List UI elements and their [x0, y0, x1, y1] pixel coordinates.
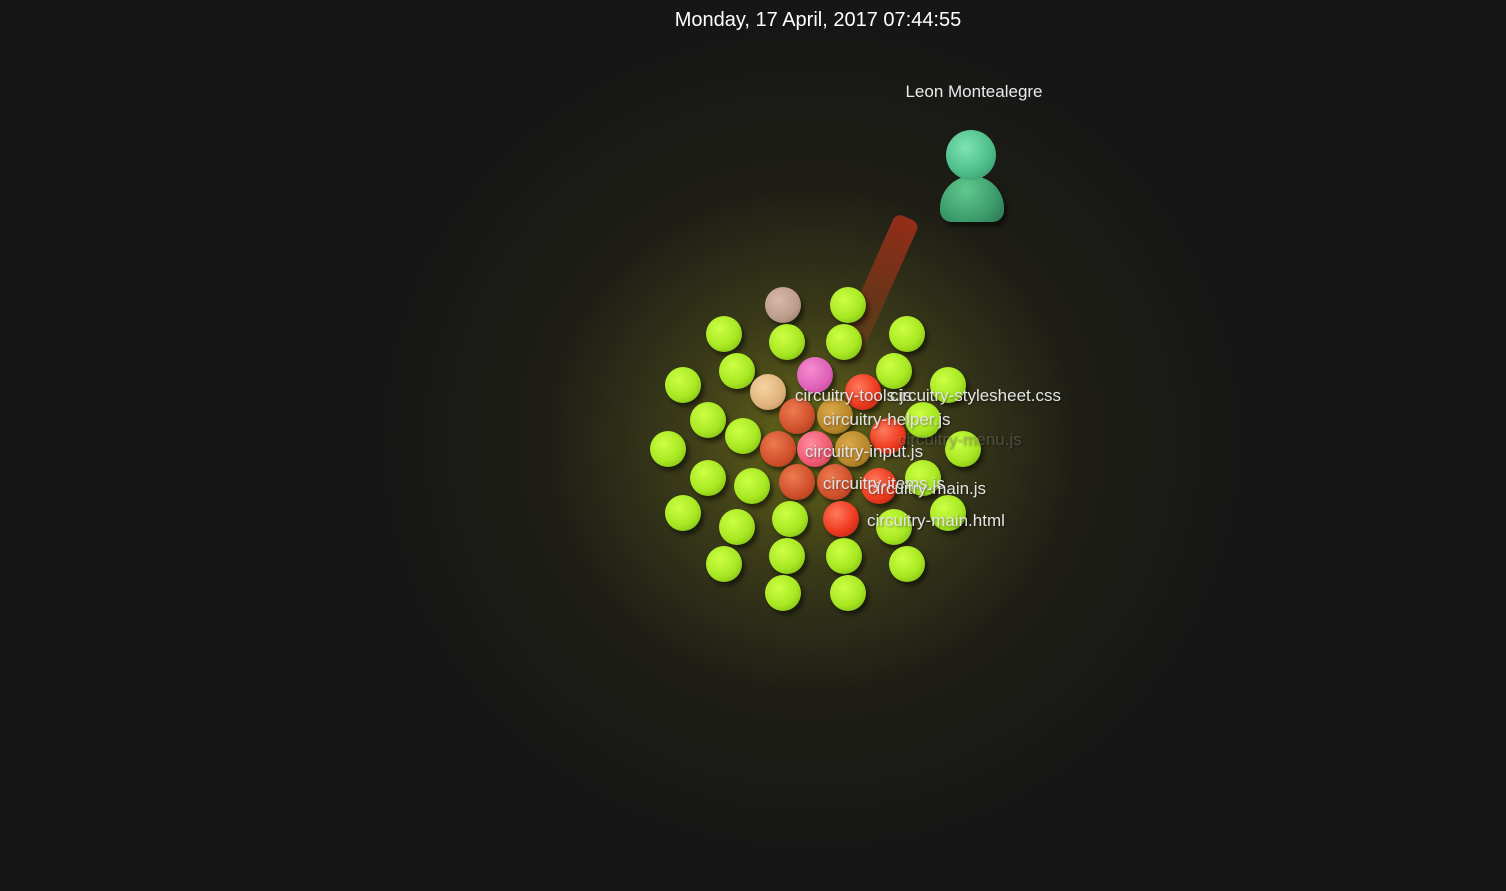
- file-label: circuitry-helper.js: [823, 410, 951, 429]
- file-node: [665, 367, 701, 403]
- file-node: [876, 509, 912, 545]
- file-node: [650, 431, 686, 467]
- datetime-display: Monday, 17 April, 2017 07:44:55: [674, 9, 962, 31]
- file-node: [826, 538, 862, 574]
- file-node: [690, 402, 726, 438]
- file-node: [930, 495, 966, 531]
- file-label: circuitry-menu.js: [898, 430, 1022, 449]
- file-node: [870, 418, 906, 454]
- file-label: circuitry-tools.js: [795, 386, 913, 405]
- file-node: [861, 468, 897, 504]
- file-node: [876, 353, 912, 389]
- file-label: circuitry-stylesheet.css: [890, 386, 1061, 405]
- file-node: [769, 538, 805, 574]
- avatar-head: [946, 130, 996, 180]
- file-node: [765, 575, 801, 611]
- file-node: [772, 501, 808, 537]
- file-label: circuitry-main.html: [867, 511, 1005, 530]
- file-node: [734, 468, 770, 504]
- file-node: [889, 316, 925, 352]
- avatar-body: [940, 176, 1004, 222]
- file-node: [690, 460, 726, 496]
- file-node: [905, 460, 941, 496]
- file-node: [823, 501, 859, 537]
- file-node: [797, 431, 833, 467]
- file-node: [930, 367, 966, 403]
- file-node: [830, 575, 866, 611]
- file-node: [765, 287, 801, 323]
- file-node: [760, 431, 796, 467]
- file-node: [725, 418, 761, 454]
- user-name-label: Leon Montealegre: [905, 82, 1043, 101]
- file-node: [845, 374, 881, 410]
- file-node: [826, 324, 862, 360]
- user-avatar: [934, 126, 1012, 230]
- file-node: [769, 324, 805, 360]
- file-node: [945, 431, 981, 467]
- file-node: [779, 464, 815, 500]
- file-label: circuitry-items.js: [823, 474, 945, 493]
- file-label: circuitry-input.js: [805, 442, 924, 461]
- file-node: [750, 374, 786, 410]
- file-node: [817, 464, 853, 500]
- file-node: [817, 398, 853, 434]
- file-node: [905, 402, 941, 438]
- file-node: [706, 316, 742, 352]
- file-node: [835, 431, 871, 467]
- file-node: [719, 353, 755, 389]
- file-node: [779, 398, 815, 434]
- file-node: [706, 546, 742, 582]
- file-node: [665, 495, 701, 531]
- file-label: circuitry-main.js: [868, 479, 987, 498]
- file-node: [889, 546, 925, 582]
- file-node: [797, 357, 833, 393]
- file-node: [830, 287, 866, 323]
- file-node: [719, 509, 755, 545]
